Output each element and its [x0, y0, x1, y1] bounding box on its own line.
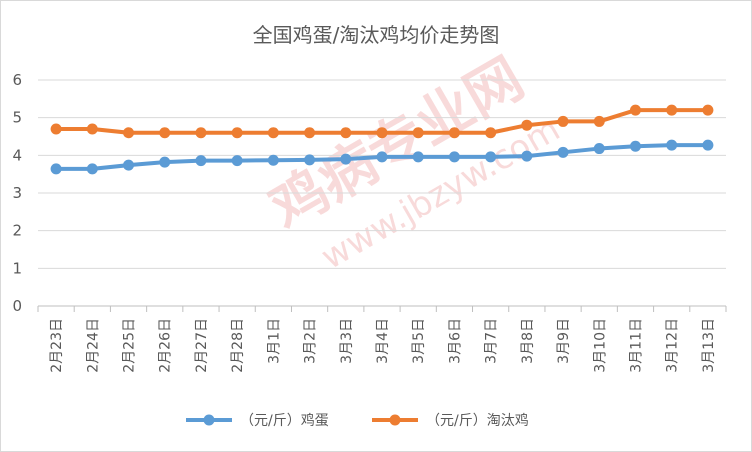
y-tick-label: 0: [12, 297, 22, 315]
data-point: [702, 139, 714, 151]
data-point: [340, 153, 352, 165]
x-tick-label: 3月7日: [484, 318, 500, 364]
y-tick-label: 6: [12, 71, 22, 89]
y-tick-label: 5: [12, 109, 22, 127]
x-tick-label: 3月2日: [303, 318, 319, 364]
data-point: [123, 159, 135, 171]
series-1: [50, 139, 714, 175]
data-point: [521, 119, 533, 131]
data-point: [629, 140, 641, 152]
y-tick-label: 4: [12, 146, 22, 164]
chart-title: 全国鸡蛋/淘汰鸡均价走势图: [253, 23, 500, 47]
data-point: [593, 143, 605, 155]
data-point: [557, 115, 569, 127]
x-tick-label: 3月10日: [592, 318, 608, 373]
data-point: [195, 127, 207, 139]
x-tick-label: 3月4日: [375, 318, 391, 364]
legend-swatch-marker: [389, 414, 401, 426]
data-point: [86, 163, 98, 175]
data-point: [521, 150, 533, 162]
data-point: [666, 139, 678, 151]
x-tick-label: 3月1日: [266, 318, 282, 364]
x-axis-ticks: 2月23日 2月24日 2月25日 2月26日 2月27日 2月28日 3月1日 3月2日 3月…: [49, 318, 717, 373]
data-point: [267, 154, 279, 166]
x-tick-label: 3月9日: [556, 318, 572, 364]
y-tick-label: 3: [12, 184, 22, 202]
data-point: [448, 151, 460, 163]
x-tick-label: 2月28日: [230, 318, 246, 373]
x-tick-label: 2月23日: [49, 318, 65, 373]
data-point: [340, 127, 352, 139]
data-point: [159, 127, 171, 139]
data-point: [267, 127, 279, 139]
x-tick-label: 3月12日: [665, 318, 681, 373]
x-tick-label: 3月5日: [411, 318, 427, 364]
data-point: [557, 146, 569, 158]
data-point: [159, 156, 171, 168]
data-point: [231, 155, 243, 167]
data-point: [86, 123, 98, 135]
data-point: [412, 151, 424, 163]
data-point: [376, 127, 388, 139]
data-point: [50, 163, 62, 175]
data-point: [666, 104, 678, 116]
x-axis: [37, 305, 727, 312]
legend: （元/斤）鸡蛋 （元/斤）淘汰鸡: [186, 412, 529, 429]
data-point: [702, 104, 714, 116]
x-tick-label: 3月13日: [701, 318, 717, 373]
data-point: [304, 154, 316, 166]
data-point: [448, 127, 460, 139]
x-tick-label: 3月8日: [520, 318, 536, 364]
x-tick-label: 2月25日: [122, 318, 138, 373]
legend-label: （元/斤）淘汰鸡: [426, 412, 529, 429]
series-layer: [50, 104, 714, 175]
data-point: [304, 127, 316, 139]
x-tick-label: 2月27日: [194, 318, 210, 373]
data-point: [376, 151, 388, 163]
legend-item: （元/斤）淘汰鸡: [372, 412, 529, 429]
legend-label: （元/斤）鸡蛋: [240, 412, 329, 429]
data-point: [195, 155, 207, 167]
data-point: [123, 127, 135, 139]
y-tick-label: 2: [12, 222, 22, 240]
x-tick-label: 3月3日: [339, 318, 355, 364]
x-tick-label: 2月24日: [85, 318, 101, 373]
data-point: [629, 104, 641, 116]
x-tick-label: 2月26日: [158, 318, 174, 373]
data-point: [231, 127, 243, 139]
y-axis-ticks: 0 1 2 3 4 5 6: [12, 71, 22, 315]
y-tick-label: 1: [12, 259, 22, 277]
data-point: [485, 127, 497, 139]
series-2: [50, 104, 714, 139]
legend-item: （元/斤）鸡蛋: [186, 412, 329, 429]
data-point: [412, 127, 424, 139]
data-point: [485, 151, 497, 163]
x-tick-label: 3月11日: [628, 318, 644, 373]
data-point: [50, 123, 62, 135]
legend-swatch-marker: [203, 414, 215, 426]
data-point: [593, 115, 605, 127]
x-tick-label: 3月6日: [447, 318, 463, 364]
